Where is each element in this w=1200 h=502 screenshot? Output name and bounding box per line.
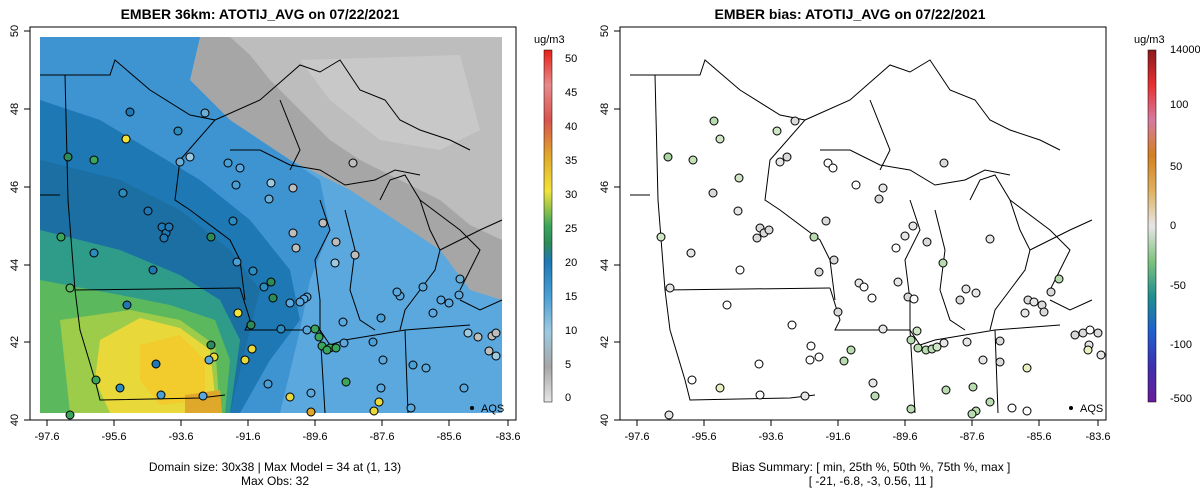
legend-tick: 25 [565, 223, 577, 235]
legend-tick: 5 [565, 359, 571, 371]
map-boundaries [630, 59, 1093, 414]
y-tick-48: 48 [599, 103, 611, 115]
legend-tick: 10 [565, 325, 577, 337]
left-x-axis: -97.6 -95.6 -93.6 -91.6 -89.6 -87.6 -85.… [34, 419, 521, 443]
y-tick-50: 50 [599, 25, 611, 37]
x-tick: -95.6 [101, 431, 126, 443]
right-caption-line1: Bias Summary: [ min, 25th %, 50th %, 75t… [731, 460, 1011, 474]
aqs-legend-label: AQS [1080, 403, 1103, 415]
y-tick-50: 50 [9, 25, 21, 37]
legend-tick: 50 [1170, 161, 1182, 173]
x-tick: -91.6 [235, 431, 260, 443]
x-tick: -87.6 [369, 431, 394, 443]
y-tick-48: 48 [9, 103, 21, 115]
left-color-legend: ug/m3 0 5 10 15 20 25 30 35 40 45 50 [534, 34, 577, 404]
right-plot-frame [619, 26, 1107, 421]
x-tick: -89.6 [892, 431, 917, 443]
left-caption-line1: Domain size: 30x38 | Max Model = 34 at (… [148, 460, 402, 474]
aqs-legend-label: AQS [481, 403, 504, 415]
legend-tick: 0 [1170, 220, 1176, 232]
x-tick: -93.6 [168, 431, 193, 443]
aqs-legend-marker [470, 406, 474, 410]
left-map-panel: AQS 40 42 44 46 48 50 [9, 25, 577, 443]
x-tick: -91.6 [825, 431, 850, 443]
left-map-title: EMBER 36km: ATOTIJ_AVG on 07/22/2021 [120, 6, 400, 22]
aqs-legend-marker [1069, 406, 1073, 410]
x-tick: -85.6 [1026, 431, 1051, 443]
y-tick-44: 44 [599, 259, 611, 271]
right-map-panel: AQS 40 42 44 46 48 50 -97.6 [599, 25, 1200, 443]
legend-tick: 35 [565, 155, 577, 167]
y-tick-40: 40 [9, 414, 21, 426]
y-tick-44: 44 [9, 259, 21, 271]
x-tick: -93.6 [758, 431, 783, 443]
left-caption-line2: Max Obs: 32 [240, 474, 310, 488]
legend-tick: 100 [1170, 99, 1188, 111]
y-tick-42: 42 [599, 336, 611, 348]
legend-tick: -50 [1170, 280, 1186, 292]
y-tick-42: 42 [9, 336, 21, 348]
x-tick: -85.6 [436, 431, 461, 443]
legend-tick: 0 [565, 392, 571, 404]
legend-tick: 30 [565, 189, 577, 201]
x-tick: -89.6 [302, 431, 327, 443]
legend-tick: -500 [1170, 393, 1192, 405]
left-legend-unit: ug/m3 [534, 34, 565, 46]
y-tick-46: 46 [599, 181, 611, 193]
right-color-legend: ug/m3 -500 -100 -50 0 50 100 14000 [1134, 34, 1200, 405]
legend-tick: 40 [565, 121, 577, 133]
legend-tick: 20 [565, 257, 577, 269]
right-y-axis: 40 42 44 46 48 50 [599, 25, 621, 426]
y-tick-46: 46 [9, 181, 21, 193]
legend-tick: 50 [565, 53, 577, 65]
bias-stations [656, 116, 1106, 420]
x-tick: -95.6 [691, 431, 716, 443]
legend-tick: -100 [1170, 339, 1192, 351]
x-tick: -97.6 [624, 431, 649, 443]
observation-stations [56, 107, 501, 420]
right-legend-unit: ug/m3 [1134, 34, 1165, 46]
left-y-axis: 40 42 44 46 48 50 [9, 25, 31, 426]
legend-tick: 14000 [1170, 44, 1200, 56]
x-tick: -87.6 [959, 431, 984, 443]
legend-tick: 45 [565, 87, 577, 99]
right-x-axis: -97.6 -95.6 -93.6 -91.6 -89.6 -87.6 -85.… [624, 419, 1111, 443]
concentration-raster [40, 37, 502, 413]
y-tick-40: 40 [599, 414, 611, 426]
x-tick: -97.6 [34, 431, 59, 443]
right-map-title: EMBER bias: ATOTIJ_AVG on 07/22/2021 [714, 6, 986, 22]
legend-tick: 15 [565, 291, 577, 303]
right-caption-line2: [ -21, -6.8, -3, 0.56, 11 ] [808, 474, 934, 488]
x-tick: -83.6 [1085, 431, 1110, 443]
x-tick: -83.6 [495, 431, 520, 443]
